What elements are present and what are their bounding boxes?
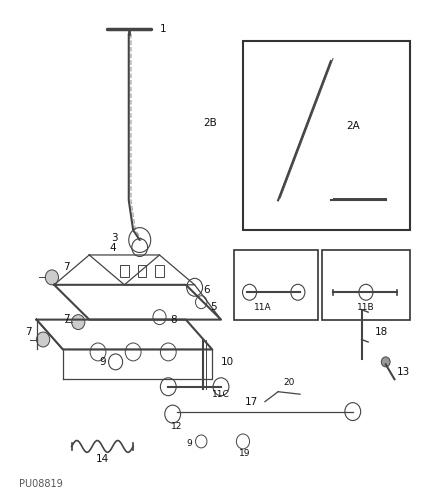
Text: 11B: 11B [357,302,375,312]
Text: 7: 7 [63,314,69,324]
Text: 5: 5 [210,302,217,312]
Text: 12: 12 [171,422,183,430]
Text: 13: 13 [396,367,410,377]
Bar [155,265,164,278]
Circle shape [72,314,85,330]
Text: 9: 9 [99,357,106,367]
Text: 14: 14 [96,454,109,464]
Text: 4: 4 [109,242,116,252]
Text: 8: 8 [171,314,177,324]
Text: 18: 18 [375,327,388,337]
Circle shape [37,332,50,347]
Text: 9: 9 [187,440,192,448]
Circle shape [381,357,390,367]
Text: 20: 20 [283,378,295,386]
Text: 19: 19 [240,449,251,458]
Bar [120,265,129,278]
Text: 17: 17 [245,396,259,406]
Text: 2B: 2B [203,118,217,128]
Text: 10: 10 [221,357,234,367]
Bar [137,265,146,278]
Text: 6: 6 [203,285,210,295]
Bar [322,250,410,320]
Bar [234,250,318,320]
Text: 2A: 2A [346,120,360,130]
Text: PU08819: PU08819 [19,478,63,488]
Text: 11C: 11C [212,390,230,398]
Text: 7: 7 [26,326,32,336]
Bar [243,41,410,230]
Text: 1: 1 [160,24,166,34]
Text: 3: 3 [111,232,118,242]
Text: 11A: 11A [254,302,271,312]
Circle shape [46,270,58,285]
Text: 7: 7 [63,262,69,272]
